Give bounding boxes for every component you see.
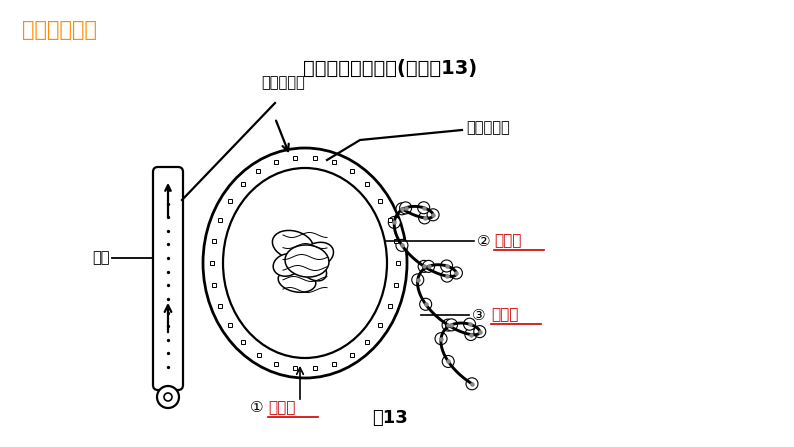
Circle shape bbox=[422, 261, 434, 272]
Circle shape bbox=[474, 325, 486, 337]
Ellipse shape bbox=[300, 242, 333, 268]
Text: ③: ③ bbox=[472, 308, 486, 322]
Circle shape bbox=[466, 378, 478, 390]
Text: 图13: 图13 bbox=[372, 409, 408, 427]
Ellipse shape bbox=[203, 148, 407, 378]
FancyBboxPatch shape bbox=[153, 167, 183, 390]
Text: ②: ② bbox=[477, 233, 491, 249]
Circle shape bbox=[441, 270, 453, 282]
Ellipse shape bbox=[299, 257, 326, 281]
Ellipse shape bbox=[285, 245, 329, 277]
Ellipse shape bbox=[273, 254, 301, 276]
Circle shape bbox=[420, 298, 432, 310]
Circle shape bbox=[418, 212, 430, 224]
Text: 期末复习冲刺: 期末复习冲刺 bbox=[22, 20, 97, 40]
Text: 动脉: 动脉 bbox=[92, 250, 110, 266]
Circle shape bbox=[396, 240, 408, 251]
Circle shape bbox=[412, 274, 424, 286]
Text: 肾小管: 肾小管 bbox=[491, 308, 518, 322]
Ellipse shape bbox=[272, 230, 314, 260]
Circle shape bbox=[435, 333, 447, 345]
Circle shape bbox=[427, 209, 439, 221]
Text: 肾小球: 肾小球 bbox=[268, 401, 295, 416]
Text: 入球小动脉: 入球小动脉 bbox=[261, 75, 305, 90]
Circle shape bbox=[445, 319, 457, 331]
Ellipse shape bbox=[223, 168, 387, 358]
Circle shape bbox=[164, 393, 172, 401]
Circle shape bbox=[418, 260, 430, 272]
Text: 肾小囊: 肾小囊 bbox=[494, 233, 522, 249]
Circle shape bbox=[450, 267, 462, 279]
Circle shape bbox=[157, 386, 179, 408]
Text: 二、肾单位的组成(完成图13): 二、肾单位的组成(完成图13) bbox=[303, 59, 477, 77]
Circle shape bbox=[442, 319, 454, 331]
Circle shape bbox=[442, 355, 454, 367]
Ellipse shape bbox=[278, 270, 316, 292]
Circle shape bbox=[418, 202, 430, 214]
Circle shape bbox=[399, 202, 411, 214]
Circle shape bbox=[441, 260, 453, 272]
Circle shape bbox=[396, 203, 408, 215]
Text: 出球小动脉: 出球小动脉 bbox=[466, 121, 510, 135]
Circle shape bbox=[388, 216, 400, 228]
Circle shape bbox=[464, 318, 476, 330]
Circle shape bbox=[464, 329, 477, 341]
Text: ①: ① bbox=[250, 401, 264, 416]
